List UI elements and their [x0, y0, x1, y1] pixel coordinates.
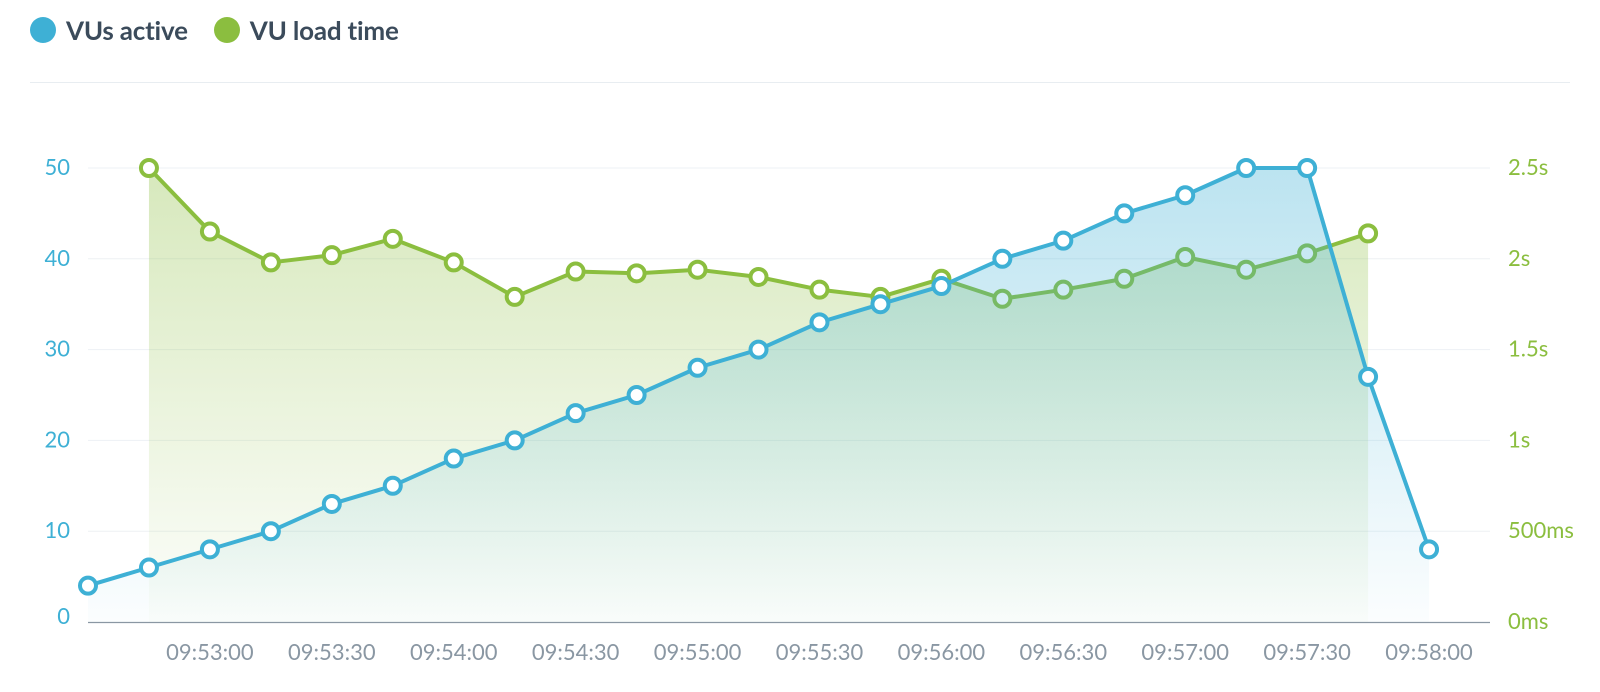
series-vus-marker — [263, 523, 279, 539]
series-vus-marker — [141, 560, 157, 576]
series-vus-marker — [324, 496, 340, 512]
series-vus-marker — [80, 578, 96, 594]
y-left-tick-label: 20 — [44, 425, 70, 452]
series-vus-marker — [933, 278, 949, 294]
x-tick-label: 09:56:00 — [898, 638, 986, 665]
series-load-marker — [385, 231, 401, 247]
y-left-tick-label: 30 — [44, 335, 70, 362]
series-load-marker — [690, 262, 706, 278]
legend-swatch-vus — [30, 17, 56, 43]
series-load-marker — [141, 160, 157, 176]
series-load-marker — [568, 264, 584, 280]
series-load-marker — [507, 289, 523, 305]
x-tick-label: 09:54:30 — [532, 638, 620, 665]
legend-label-load: VU load time — [250, 14, 399, 46]
x-tick-label: 09:53:30 — [288, 638, 376, 665]
x-tick-label: 09:57:30 — [1263, 638, 1351, 665]
x-tick-label: 09:57:00 — [1141, 638, 1229, 665]
chart: 10 20 30 40 50 0 0ms 500ms 1s 1.5s 2s 2.5s 09:53:00 0… — [0, 100, 1600, 670]
series-vus-marker — [1116, 205, 1132, 221]
series-vus-marker — [507, 432, 523, 448]
legend-separator — [30, 82, 1570, 83]
series-load-marker — [751, 269, 767, 285]
series-vus-marker — [1421, 541, 1437, 557]
series-load-marker — [324, 247, 340, 263]
x-tick-label: 09:53:00 — [166, 638, 254, 665]
x-tick-label: 09:58:00 — [1385, 638, 1473, 665]
legend-swatch-load — [214, 17, 240, 43]
y-right-tick-label: 1s — [1508, 425, 1530, 452]
y-left-zero-label: 0 — [57, 602, 70, 629]
series-vus-marker — [751, 342, 767, 358]
series-vus-marker — [1177, 187, 1193, 203]
series-vus-marker — [1055, 233, 1071, 249]
series-load-marker — [202, 224, 218, 240]
series-load-marker — [629, 265, 645, 281]
x-tick-label: 09:55:30 — [776, 638, 864, 665]
y-right-tick-label: 0ms — [1508, 607, 1548, 634]
series-vus-marker — [1360, 369, 1376, 385]
series-vus-marker — [811, 314, 827, 330]
series-load-marker — [1360, 225, 1376, 241]
y-left-tick-label: 10 — [44, 516, 70, 543]
chart-svg: 10 20 30 40 50 0 0ms 500ms 1s 1.5s 2s 2.5s 09:53:00 0… — [0, 100, 1600, 670]
y-right-tick-label: 2s — [1508, 244, 1530, 271]
legend-label-vus: VUs active — [66, 14, 188, 46]
series-vus-marker — [446, 451, 462, 467]
y-right-tick-label: 1.5s — [1508, 335, 1548, 362]
y-left-tick-label: 50 — [44, 153, 70, 180]
series-vus-marker — [202, 541, 218, 557]
series-load-marker — [446, 254, 462, 270]
series-vus-marker — [629, 387, 645, 403]
series-vus-marker — [1238, 160, 1254, 176]
series-vus-marker — [872, 296, 888, 312]
series-vus-marker — [385, 478, 401, 494]
series-vus-marker — [994, 251, 1010, 267]
x-tick-label: 09:54:00 — [410, 638, 498, 665]
series-load-marker — [811, 282, 827, 298]
series-load-marker — [263, 254, 279, 270]
y-right-tick-label: 2.5s — [1508, 153, 1548, 180]
series-vus-marker — [568, 405, 584, 421]
y-left-tick-label: 40 — [44, 244, 70, 271]
legend: VUs active VU load time — [30, 14, 415, 46]
series-vus-marker — [690, 360, 706, 376]
y-right-tick-label: 500ms — [1508, 516, 1574, 543]
series-vus-marker — [1299, 160, 1315, 176]
x-tick-label: 09:55:00 — [654, 638, 742, 665]
x-tick-label: 09:56:30 — [1020, 638, 1108, 665]
